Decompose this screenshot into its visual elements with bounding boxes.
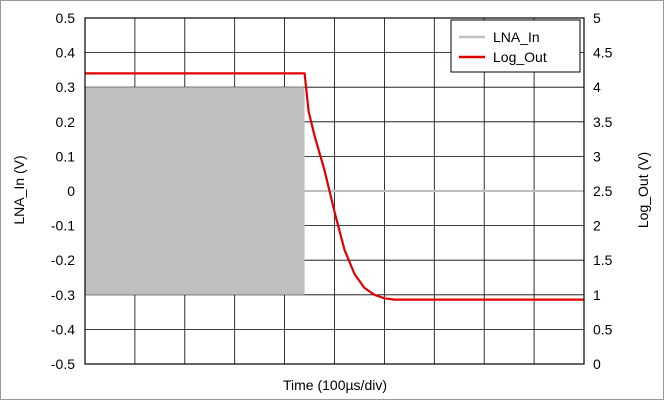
y-right-tick-label: 2 — [593, 218, 601, 234]
plot-border — [84, 17, 585, 365]
y-right-tick-label: 0.5 — [593, 321, 613, 337]
y-axis-left-label: LNA_In (V) — [11, 155, 27, 224]
y-right-tick-label: 5 — [593, 10, 601, 26]
y-left-tick-label: 0.1 — [56, 148, 76, 164]
y-left-tick-label: -0.3 — [51, 287, 75, 303]
y-left-tick-label: 0.4 — [56, 45, 76, 61]
y-right-tick-label: 4 — [593, 79, 601, 95]
y-left-tick-label: -0.2 — [51, 252, 75, 268]
y-axis-right-label: Log_Out (V) — [635, 152, 651, 228]
y-left-tick-label: 0 — [67, 183, 75, 199]
legend-box — [450, 19, 581, 73]
y-left-tick-label: -0.5 — [51, 356, 75, 372]
legend-label: Log_Out — [493, 49, 547, 65]
y-left-tick-label: 0.2 — [56, 114, 76, 130]
y-right-tick-label: 0 — [593, 356, 601, 372]
y-left-tick-label: 0.5 — [56, 10, 76, 26]
y-right-tick-label: 3.5 — [593, 114, 613, 130]
y-right-tick-label: 4.5 — [593, 45, 613, 61]
y-right-tick-label: 2.5 — [593, 183, 613, 199]
x-axis-label: Time (100µs/div) — [283, 377, 387, 393]
y-left-tick-label: -0.1 — [51, 218, 75, 234]
y-right-tick-label: 3 — [593, 148, 601, 164]
y-left-tick-label: -0.4 — [51, 321, 75, 337]
legend-label: LNA_In — [493, 29, 540, 45]
y-right-tick-label: 1 — [593, 287, 601, 303]
series-lna-in-burst — [85, 87, 305, 295]
series-log-out-line — [85, 72, 584, 301]
y-right-tick-label: 1.5 — [593, 252, 613, 268]
y-left-tick-label: 0.3 — [56, 79, 76, 95]
